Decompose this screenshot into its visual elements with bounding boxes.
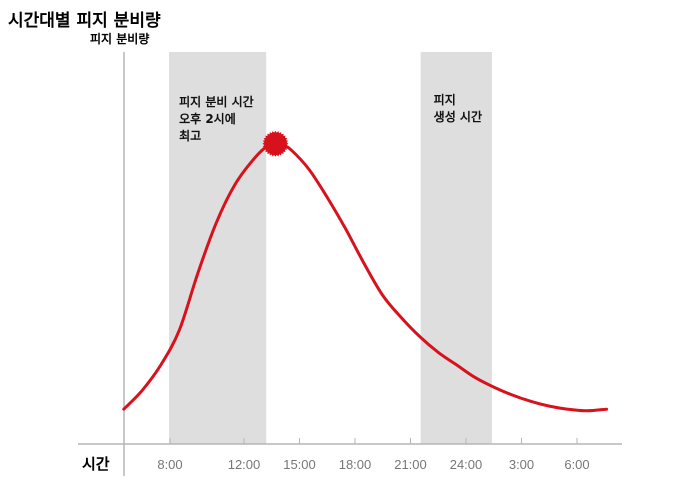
peak-marker [262,130,289,157]
band-label-line: 피지 분비 시간 [179,94,254,109]
x-tick-label: 12:00 [228,457,261,472]
x-tick-label: 18:00 [339,457,372,472]
band-label-line: 오후 2시에 [179,111,236,126]
x-tick-label: 3:00 [509,457,534,472]
x-tick-label: 6:00 [564,457,589,472]
x-tick-label: 8:00 [157,457,182,472]
chart-title: 시간대별 피지 분비량 [8,11,161,31]
x-tick-label: 24:00 [450,457,483,472]
shaded-bands [169,52,492,444]
x-tick-label: 15:00 [283,457,316,472]
x-tick-label: 21:00 [394,457,427,472]
x-ticks: 8:00 12:00 15:00 18:00 21:00 24:00 3:00 6:00 [157,438,590,472]
band-label-line: 최고 [179,128,201,143]
shaded-band [169,52,267,444]
band-label-line: 피지 [434,92,456,107]
series-line [122,142,609,413]
band-label-line: 생성 시간 [434,109,482,124]
x-axis-label: 시간 [82,455,110,473]
y-axis-label: 피지 분비량 [90,31,149,46]
